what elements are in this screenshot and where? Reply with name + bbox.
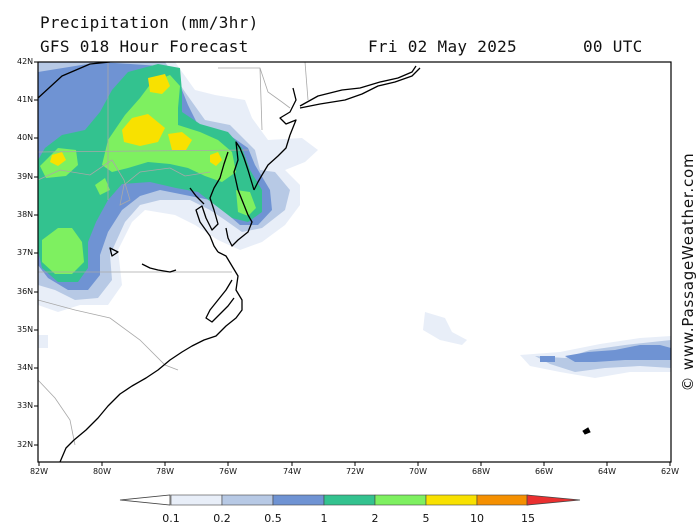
lat-label-32n: 32N xyxy=(17,440,34,449)
colorbar-cell-5 xyxy=(374,494,427,506)
colorbar-label-1: 1 xyxy=(320,512,328,525)
forecast-time: 00 UTC xyxy=(583,37,643,56)
precip-level-1 xyxy=(38,64,262,282)
colorbar-label-15: 15 xyxy=(521,512,535,525)
lat-label-38n: 38N xyxy=(17,210,34,219)
lon-label-66w: 66W xyxy=(534,467,554,476)
lon-label-80w: 80W xyxy=(92,467,112,476)
colorbar-cell-1 xyxy=(170,494,223,506)
lon-label-74w: 74W xyxy=(282,467,302,476)
lat-label-34n: 34N xyxy=(17,363,34,372)
colorbar-min-arrow xyxy=(119,494,171,506)
colorbar-cell-6 xyxy=(425,494,478,506)
precip-level-5 xyxy=(50,74,222,166)
lat-label-42n: 42N xyxy=(17,57,34,66)
lat-label-40n: 40N xyxy=(17,133,34,142)
colorbar xyxy=(119,494,581,506)
lon-label-70w: 70W xyxy=(408,467,428,476)
precip-level-0.5 xyxy=(38,62,671,362)
island-sable xyxy=(582,427,591,435)
colorbar-cell-4 xyxy=(323,494,376,506)
map-title: Precipitation (mm/3hr) xyxy=(40,13,259,32)
axis-ticks xyxy=(34,61,671,466)
colorbar-max-arrow xyxy=(526,494,581,506)
lat-label-41n: 41N xyxy=(17,95,34,104)
lat-label-36n: 36N xyxy=(17,287,34,296)
lat-label-35n: 35N xyxy=(17,325,34,334)
lon-label-82w: 82W xyxy=(29,467,49,476)
colorbar-label-10: 10 xyxy=(470,512,484,525)
coastline xyxy=(38,62,421,462)
colorbar-cell-7 xyxy=(476,494,529,506)
colorbar-label-0.2: 0.2 xyxy=(213,512,231,525)
lon-label-72w: 72W xyxy=(345,467,365,476)
colorbar-label-0.5: 0.5 xyxy=(264,512,282,525)
precip-level-0.1 xyxy=(38,62,671,378)
lat-label-39n: 39N xyxy=(17,172,34,181)
forecast-date: Fri 02 May 2025 xyxy=(368,37,517,56)
forecast-model-line: GFS 018 Hour Forecast xyxy=(40,37,249,56)
lon-label-64w: 64W xyxy=(597,467,617,476)
colorbar-label-0.1: 0.1 xyxy=(162,512,180,525)
colorbar-cell-2 xyxy=(221,494,274,506)
lat-label-37n: 37N xyxy=(17,248,34,257)
lon-label-62w: 62W xyxy=(660,467,680,476)
map-border xyxy=(37,61,672,463)
colorbar-cell-3 xyxy=(272,494,325,506)
precip-level-2 xyxy=(40,75,256,274)
lon-label-76w: 76W xyxy=(218,467,238,476)
lon-label-78w: 78W xyxy=(155,467,175,476)
grid-lines xyxy=(38,62,249,273)
precip-level-0.2 xyxy=(38,62,671,372)
lat-label-33n: 33N xyxy=(17,401,34,410)
colorbar-label-5: 5 xyxy=(422,512,430,525)
map-frame xyxy=(38,62,671,462)
colorbar-label-2: 2 xyxy=(371,512,379,525)
lon-label-68w: 68W xyxy=(471,467,491,476)
credit-watermark: © www.PassageWeather.com xyxy=(679,152,697,392)
state-borders xyxy=(38,62,309,446)
